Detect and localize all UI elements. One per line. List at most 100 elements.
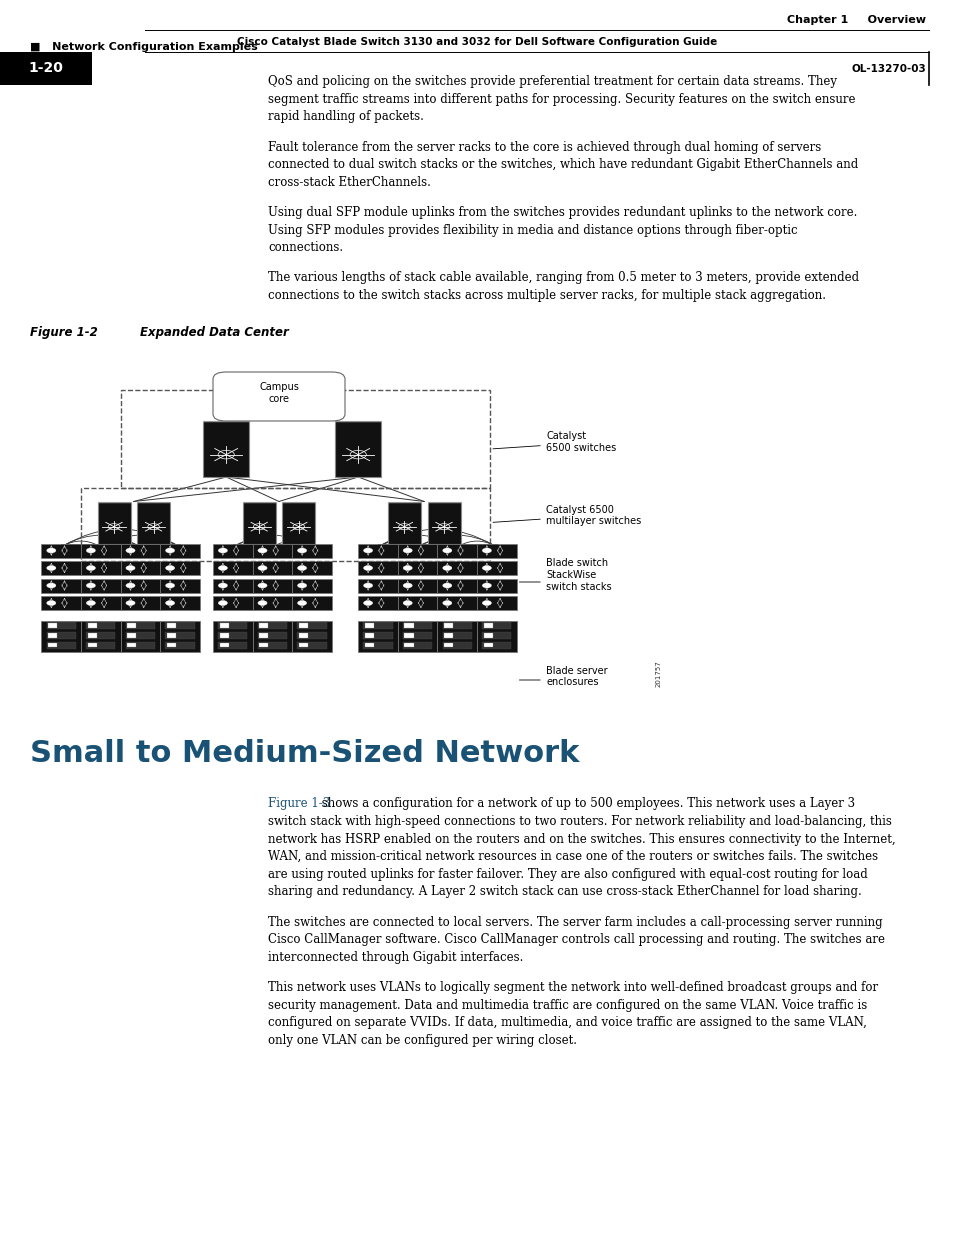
Bar: [48, 622, 57, 627]
Text: WAN, and mission-critical network resources in case one of the routers or switch: WAN, and mission-critical network resour…: [268, 850, 877, 863]
Text: network has HSRP enabled on the routers and on the switches. This ensures connec: network has HSRP enabled on the routers …: [268, 832, 895, 846]
Circle shape: [403, 600, 412, 605]
Circle shape: [297, 548, 307, 553]
Text: The switches are connected to local servers. The server farm includes a call-pro: The switches are connected to local serv…: [268, 915, 882, 929]
Text: This network uses VLANs to logically segment the network into well-defined broad: This network uses VLANs to logically seg…: [268, 981, 877, 994]
Circle shape: [363, 566, 373, 571]
Bar: [364, 642, 374, 647]
Text: 1-20: 1-20: [29, 62, 63, 75]
Bar: [404, 632, 414, 637]
Bar: [213, 578, 253, 593]
Bar: [442, 641, 471, 648]
Bar: [41, 561, 81, 576]
Circle shape: [403, 566, 412, 571]
Bar: [397, 597, 436, 610]
Circle shape: [257, 566, 267, 571]
Circle shape: [47, 566, 56, 571]
Circle shape: [482, 548, 491, 553]
Bar: [436, 561, 476, 576]
Text: shows a configuration for a network of up to 500 employees. This network uses a : shows a configuration for a network of u…: [317, 798, 854, 810]
Bar: [86, 641, 115, 648]
Bar: [292, 620, 332, 652]
Text: Using SFP modules provides flexibility in media and distance options through fib: Using SFP modules provides flexibility i…: [268, 224, 797, 236]
Circle shape: [218, 600, 227, 605]
Text: QoS and policing on the switches provide preferential treatment for certain data: QoS and policing on the switches provide…: [268, 75, 836, 88]
Bar: [403, 631, 432, 638]
Bar: [483, 632, 493, 637]
Circle shape: [363, 600, 373, 605]
Bar: [363, 641, 392, 648]
Bar: [213, 561, 253, 576]
Bar: [483, 622, 493, 627]
Bar: [120, 543, 160, 557]
Bar: [219, 622, 229, 627]
Bar: [41, 578, 81, 593]
Bar: [160, 597, 199, 610]
Bar: [259, 642, 268, 647]
Text: 201757: 201757: [655, 661, 661, 687]
Bar: [404, 622, 414, 627]
Text: only one VLAN can be configured per wiring closet.: only one VLAN can be configured per wiri…: [268, 1034, 577, 1046]
Bar: [167, 632, 176, 637]
Circle shape: [297, 566, 307, 571]
Bar: [403, 641, 432, 648]
Text: connections to the switch stacks across multiple server racks, for multiple stac: connections to the switch stacks across …: [268, 289, 825, 303]
Bar: [41, 543, 81, 557]
Bar: [120, 597, 160, 610]
Circle shape: [47, 600, 56, 605]
Text: The various lengths of stack cable available, ranging from 0.5 meter to 3 meters: The various lengths of stack cable avail…: [268, 272, 859, 284]
Bar: [47, 622, 75, 629]
Bar: [88, 632, 97, 637]
Circle shape: [86, 583, 95, 588]
Bar: [165, 622, 194, 629]
Circle shape: [218, 548, 227, 553]
Text: Using dual SFP module uplinks from the switches provides redundant uplinks to th: Using dual SFP module uplinks from the s…: [268, 206, 857, 219]
Text: sharing and redundancy. A Layer 2 switch stack can use cross-stack EtherChannel : sharing and redundancy. A Layer 2 switch…: [268, 885, 861, 898]
Bar: [483, 642, 493, 647]
Bar: [120, 578, 160, 593]
Circle shape: [126, 583, 135, 588]
Circle shape: [165, 600, 174, 605]
Bar: [120, 561, 160, 576]
Circle shape: [47, 583, 56, 588]
Circle shape: [86, 548, 95, 553]
Circle shape: [442, 548, 452, 553]
Text: cross-stack EtherChannels.: cross-stack EtherChannels.: [268, 175, 431, 189]
Text: Blade switch
StackWise
switch stacks: Blade switch StackWise switch stacks: [546, 558, 611, 592]
Bar: [160, 620, 199, 652]
Circle shape: [126, 548, 135, 553]
Bar: [126, 641, 154, 648]
Text: are using routed uplinks for faster failover. They are also configured with equa: are using routed uplinks for faster fail…: [268, 867, 867, 881]
Bar: [88, 622, 97, 627]
Text: Catalyst
6500 switches: Catalyst 6500 switches: [546, 431, 616, 453]
Bar: [218, 622, 247, 629]
Bar: [482, 641, 511, 648]
Circle shape: [363, 548, 373, 553]
Bar: [476, 620, 517, 652]
Bar: [253, 543, 292, 557]
Bar: [127, 622, 136, 627]
Bar: [127, 642, 136, 647]
Bar: [203, 421, 249, 477]
Bar: [292, 543, 332, 557]
Bar: [167, 622, 176, 627]
Bar: [126, 631, 154, 638]
Circle shape: [126, 600, 135, 605]
Bar: [403, 622, 432, 629]
Circle shape: [442, 583, 452, 588]
Text: switch stack with high-speed connections to two routers. For network reliability: switch stack with high-speed connections…: [268, 815, 891, 827]
Text: configured on separate VVIDs. If data, multimedia, and voice traffic are assigne: configured on separate VVIDs. If data, m…: [268, 1016, 866, 1029]
Circle shape: [442, 566, 452, 571]
Bar: [436, 597, 476, 610]
Bar: [363, 622, 392, 629]
Text: rapid handling of packets.: rapid handling of packets.: [268, 110, 423, 124]
Bar: [357, 597, 397, 610]
Bar: [167, 642, 176, 647]
Bar: [364, 632, 374, 637]
Circle shape: [297, 583, 307, 588]
Circle shape: [86, 566, 95, 571]
Circle shape: [165, 566, 174, 571]
Bar: [397, 543, 436, 557]
Bar: [120, 389, 490, 488]
Bar: [427, 501, 460, 543]
